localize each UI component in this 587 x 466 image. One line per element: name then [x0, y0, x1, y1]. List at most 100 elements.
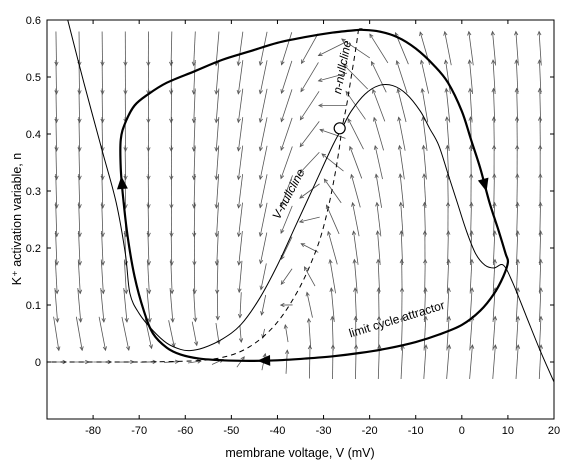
- flow-arrowhead: [54, 90, 59, 95]
- flow-arrow: [539, 88, 542, 123]
- flow-arrow: [101, 202, 104, 237]
- flow-arrow: [121, 316, 130, 351]
- flow-arrowhead: [352, 258, 357, 264]
- flow-arrowhead: [100, 175, 105, 181]
- flow-arrowhead: [236, 89, 241, 95]
- series-layer: [51, 19, 555, 383]
- flow-arrow: [280, 117, 293, 151]
- flow-arrowhead: [102, 346, 107, 352]
- vector-field: [46, 30, 543, 380]
- flow-arrow: [53, 316, 60, 351]
- flow-arrowhead: [169, 147, 174, 152]
- flow-arrow: [326, 204, 340, 235]
- flow-arrowhead: [169, 204, 174, 209]
- flow-arrow: [469, 288, 473, 322]
- flow-arrowhead: [399, 258, 404, 264]
- flow-arrowhead: [146, 232, 151, 238]
- flow-arrow: [215, 323, 220, 344]
- flow-arrowhead: [305, 291, 310, 297]
- flow-arrowhead: [446, 230, 451, 235]
- flow-arrow: [469, 230, 473, 266]
- flow-arrowhead: [280, 60, 285, 66]
- flow-arrowhead: [299, 142, 304, 148]
- limit-cycle-arrowhead: [477, 177, 489, 192]
- flow-arrowhead: [515, 315, 521, 321]
- flow-arrow: [239, 324, 242, 343]
- flow-arrow: [238, 145, 244, 180]
- flow-arrowhead: [54, 61, 59, 67]
- flow-arrow: [193, 173, 196, 209]
- flow-arrowhead: [349, 145, 354, 151]
- x-tick-label: -70: [131, 425, 147, 437]
- flow-arrowhead: [321, 153, 327, 158]
- flow-arrowhead: [236, 232, 242, 238]
- flow-arrow: [54, 288, 58, 322]
- flow-arrow: [215, 88, 220, 123]
- flow-arrowhead: [54, 147, 59, 152]
- flow-arrow: [216, 202, 219, 237]
- flow-arrow: [124, 173, 127, 209]
- flow-arrow: [377, 231, 381, 265]
- flow-arrow: [193, 88, 196, 123]
- flow-arrowhead: [54, 261, 59, 266]
- flow-arrowhead: [395, 59, 400, 65]
- flow-arrow: [170, 31, 173, 66]
- flow-arrow: [399, 174, 405, 208]
- flow-arrow: [301, 33, 319, 64]
- flow-arrow: [260, 232, 268, 264]
- flow-arrowhead: [237, 288, 242, 294]
- flow-arrowhead: [421, 144, 426, 150]
- flow-arrow: [372, 89, 386, 122]
- n-nullcline-label: n-nullcline: [330, 39, 354, 95]
- flow-arrowhead: [100, 90, 105, 95]
- flow-arrow: [308, 318, 312, 349]
- flow-arrowhead: [123, 261, 129, 266]
- flow-arrow: [55, 88, 57, 123]
- flow-arrow: [516, 88, 518, 123]
- flow-arrow: [343, 64, 369, 90]
- flow-arrow: [147, 259, 150, 294]
- flow-arrowhead: [214, 175, 219, 181]
- flow-arrowhead: [215, 289, 220, 295]
- flow-arrowhead: [237, 313, 243, 319]
- flow-arrow: [55, 31, 57, 66]
- flow-arrow: [539, 259, 542, 294]
- axis-ticks: -80 -70 -60 -50 -40 -30 -20 -10 0 10 20 0 0.1 0.2 0.3 0…: [26, 15, 560, 437]
- flow-arrowhead: [299, 194, 304, 199]
- flow-arrowhead: [343, 64, 348, 69]
- flow-arrowhead: [146, 61, 151, 67]
- flow-arrowhead: [318, 103, 323, 108]
- x-tick-label: -20: [362, 425, 378, 437]
- flow-arrow: [446, 288, 450, 322]
- flow-arrow: [304, 266, 316, 287]
- flow-arrow: [300, 62, 319, 92]
- flow-arrowhead: [280, 202, 284, 208]
- flow-arrowhead: [54, 175, 59, 181]
- flow-arrow: [261, 294, 267, 316]
- flow-arrowhead: [280, 117, 285, 123]
- flow-arrow: [423, 316, 427, 351]
- flow-arrowhead: [317, 77, 323, 83]
- flow-arrowhead: [258, 118, 263, 124]
- flow-arrow: [353, 259, 358, 294]
- flow-arrow: [371, 61, 387, 93]
- flow-arrow: [170, 88, 173, 123]
- flow-arrowhead: [299, 168, 304, 174]
- flow-arrowhead: [54, 204, 59, 209]
- flow-arrowhead: [301, 59, 305, 65]
- limit-cycle-curve: [119, 28, 510, 362]
- flow-arrowhead: [100, 232, 105, 238]
- flow-arrow: [539, 230, 542, 266]
- y-tick-label: 0: [35, 357, 41, 369]
- flow-arrowhead: [514, 30, 519, 36]
- flow-arrow: [515, 316, 519, 351]
- flow-arrow: [469, 316, 473, 351]
- flow-arrow: [309, 345, 311, 379]
- flow-arrowhead: [100, 204, 105, 209]
- flow-arrowhead: [514, 116, 520, 121]
- flow-arrowhead: [306, 317, 312, 323]
- flow-arrow: [515, 259, 519, 294]
- flow-arrow: [539, 59, 542, 95]
- flow-arrow: [123, 259, 127, 294]
- flow-arrowhead: [443, 59, 449, 65]
